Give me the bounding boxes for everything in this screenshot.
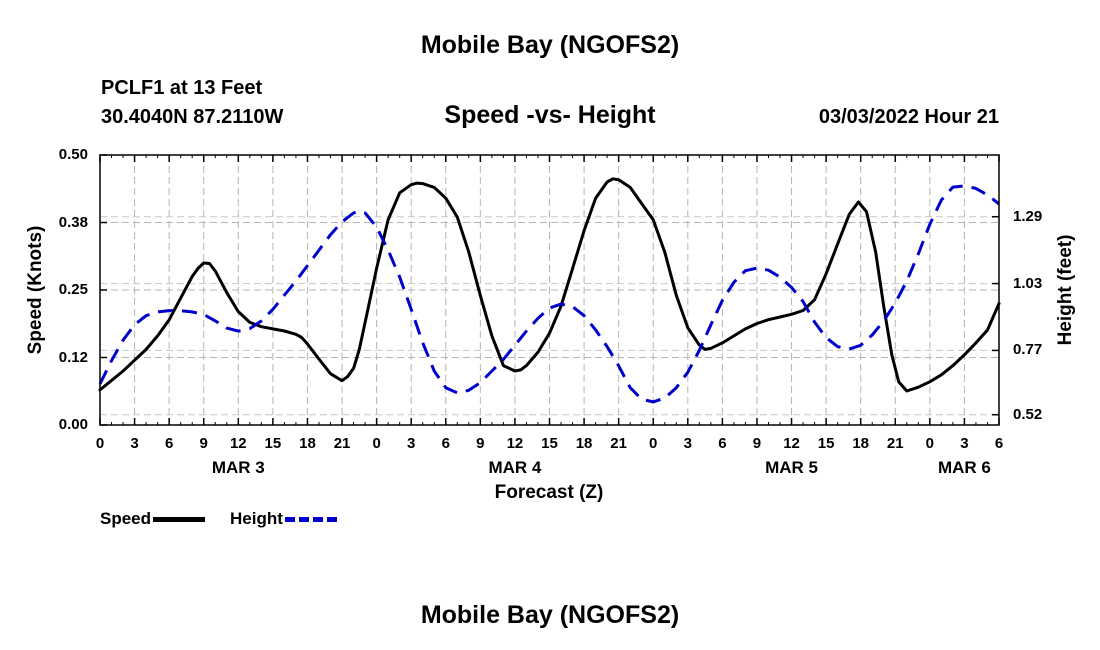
x-tick-label: 3 xyxy=(407,435,416,452)
legend-swatch-speed xyxy=(153,516,206,522)
forecast-date: 03/03/2022 Hour 21 xyxy=(818,106,999,128)
x-tick-label: 9 xyxy=(752,435,762,452)
x-tick-label: 18 xyxy=(852,435,870,452)
day-label: MAR 6 xyxy=(937,458,991,477)
y-tick-label-right: 1.29 xyxy=(1013,207,1043,225)
x-tick-label: 15 xyxy=(541,435,558,452)
x-tick-label: 12 xyxy=(229,435,247,452)
legend-item-height: Height xyxy=(230,509,337,529)
y-tick-label-right: 0.77 xyxy=(1013,341,1043,359)
x-tick-label: 6 xyxy=(441,435,450,452)
y-axis-left-label: Speed (Knots) xyxy=(25,225,46,355)
x-axis-label: Forecast (Z) xyxy=(494,482,604,503)
x-tick-label: 21 xyxy=(333,435,351,452)
day-label: MAR 3 xyxy=(211,458,265,477)
x-tick-label: 21 xyxy=(886,435,904,452)
x-tick-label: 0 xyxy=(372,435,381,452)
series-line-speed xyxy=(98,177,1001,393)
x-tick-label: 18 xyxy=(299,435,316,452)
series-line-height xyxy=(98,184,1000,404)
x-tick-label: 3 xyxy=(683,435,692,452)
x-tick-label: 6 xyxy=(994,435,1004,452)
chart-title: Speed -vs- Height xyxy=(444,101,656,129)
legend-swatch-height xyxy=(284,516,337,522)
station-coordinates: 30.4040N 87.2110W xyxy=(101,106,284,128)
x-tick-label: 15 xyxy=(264,435,282,452)
y-tick-label-left: 0.12 xyxy=(58,348,88,366)
y-tick-label-left: 0.38 xyxy=(58,213,88,231)
y-tick-label-left: 0.50 xyxy=(58,146,88,163)
y-tick-label-left: 0.00 xyxy=(58,416,88,433)
legend-item-speed: Speed xyxy=(100,509,206,529)
x-tick-label: 0 xyxy=(95,435,105,452)
x-tick-label: 18 xyxy=(575,435,593,452)
y-tick-label-left: 0.25 xyxy=(58,281,88,298)
day-label: MAR 5 xyxy=(765,458,818,477)
series-lines xyxy=(98,177,1001,404)
x-tick-label: 9 xyxy=(199,435,208,452)
x-tick-label: 3 xyxy=(130,435,139,452)
x-tick-label: 12 xyxy=(783,435,800,452)
y-tick-label-right: 1.03 xyxy=(1013,274,1043,292)
y-axis-right-label: Height (feet) xyxy=(1055,234,1076,346)
y-tick-label-right: 0.52 xyxy=(1013,405,1043,423)
x-tick-label: 12 xyxy=(506,435,524,452)
day-label: MAR 4 xyxy=(488,458,542,477)
x-tick-label: 21 xyxy=(610,435,627,452)
x-tick-label: 0 xyxy=(925,435,935,452)
x-tick-label: 9 xyxy=(476,435,485,452)
station-label: PCLF1 at 13 Feet xyxy=(101,77,263,99)
tick-marks xyxy=(99,154,1000,426)
x-tick-label: 15 xyxy=(817,435,835,452)
grid xyxy=(100,155,999,425)
legend-label-speed: Speed xyxy=(100,509,152,528)
x-tick-label: 6 xyxy=(718,435,727,452)
page-title-bottom: Mobile Bay (NGOFS2) xyxy=(420,601,680,629)
x-tick-label: 0 xyxy=(649,435,658,452)
page-title: Mobile Bay (NGOFS2) xyxy=(420,31,680,59)
x-tick-label: 6 xyxy=(164,435,174,452)
x-tick-label: 3 xyxy=(960,435,969,452)
legend-label-height: Height xyxy=(230,509,283,528)
